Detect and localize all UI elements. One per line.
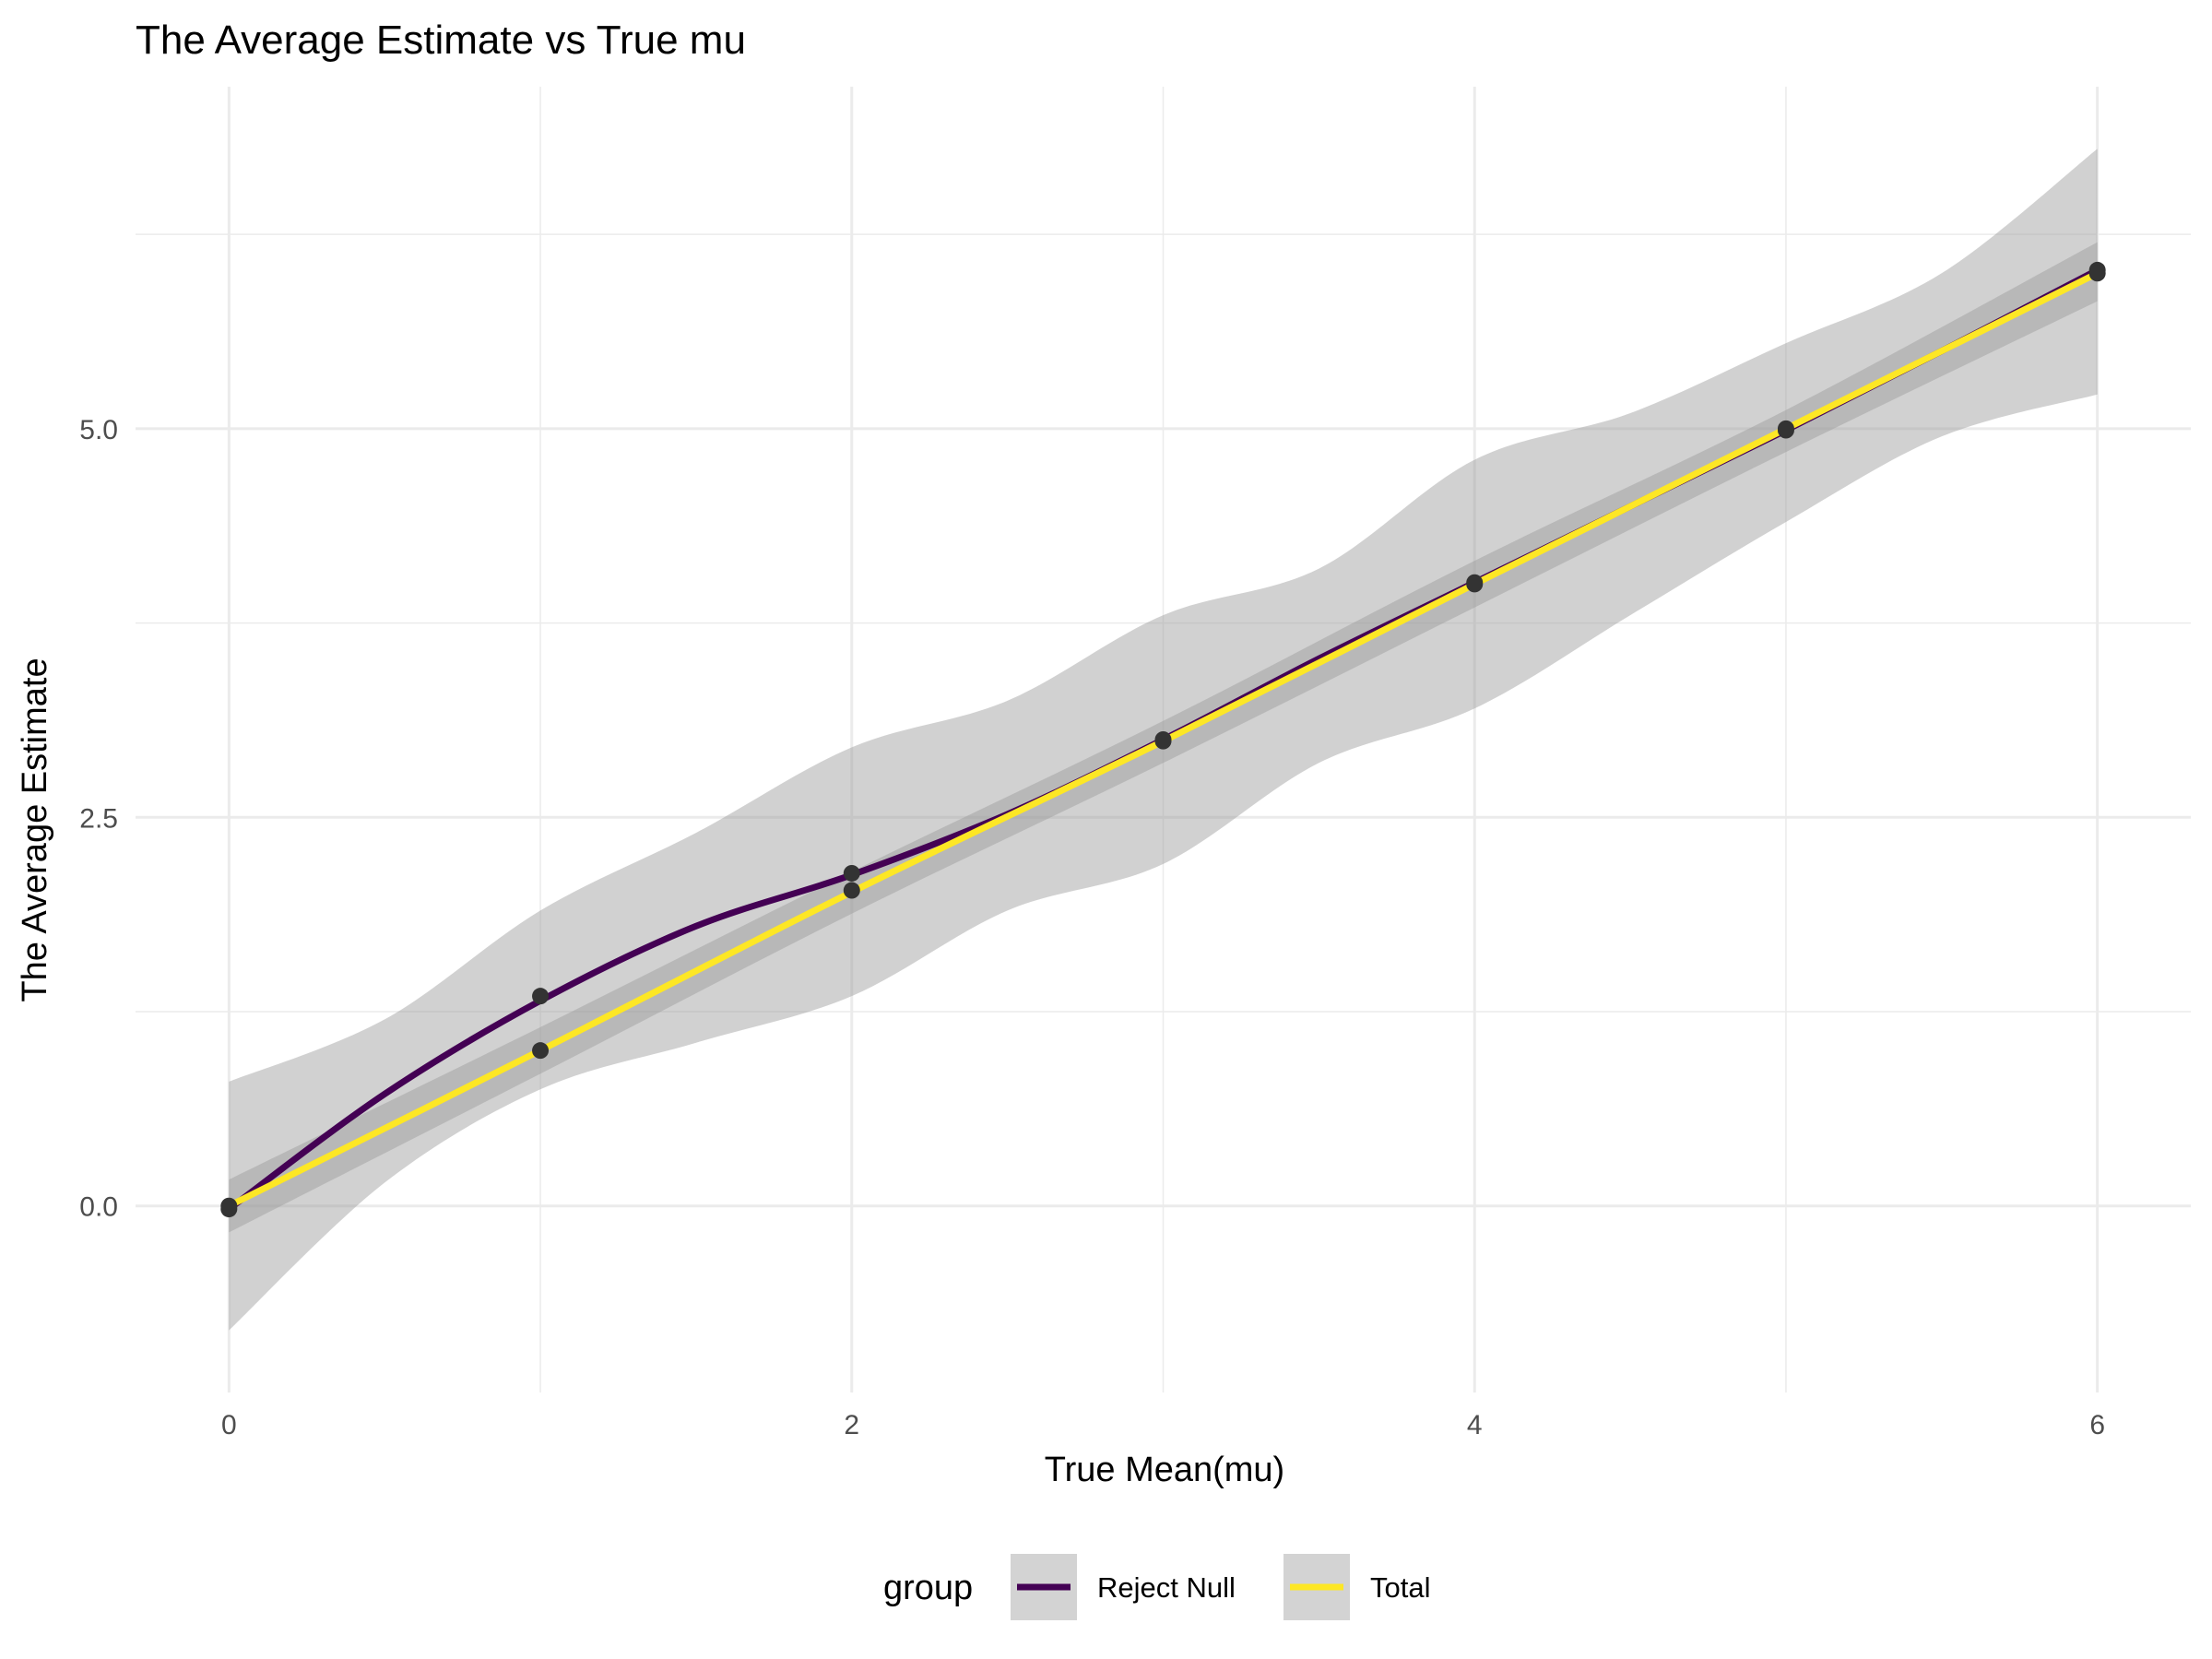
data-point-reject-null <box>532 988 550 1005</box>
data-point-total <box>220 1197 238 1215</box>
grid <box>136 87 2191 1392</box>
legend-label-total: Total <box>1370 1571 1430 1604</box>
data-point-total <box>532 1042 550 1060</box>
chart-title: The Average Estimate vs True mu <box>136 18 746 63</box>
data-point-reject-null <box>843 864 860 882</box>
x-tick-label: 6 <box>2089 1410 2105 1440</box>
legend-key-total <box>1283 1554 1350 1620</box>
data-point-total <box>2088 265 2106 282</box>
legend: group Reject Null Total <box>883 1554 1430 1620</box>
y-axis-label: The Average Estimate <box>16 658 54 1001</box>
legend-title: group <box>883 1569 973 1607</box>
legend-key-reject-null <box>1011 1554 1077 1620</box>
data-point-total <box>1777 420 1794 437</box>
x-tick-label: 4 <box>1467 1410 1483 1440</box>
x-axis-ticks: 0 2 4 6 <box>221 1410 2105 1440</box>
data-points <box>220 261 2106 1218</box>
data-point-total <box>1154 732 1172 750</box>
y-tick-label: 5.0 <box>79 415 118 445</box>
x-tick-label: 0 <box>221 1410 237 1440</box>
x-tick-label: 2 <box>844 1410 859 1440</box>
data-point-total <box>1466 575 1484 593</box>
legend-label-reject-null: Reject Null <box>1097 1571 1236 1604</box>
data-point-total <box>843 882 860 899</box>
y-tick-label: 0.0 <box>79 1192 118 1223</box>
x-axis-label: True Mean(mu) <box>1045 1451 1284 1489</box>
y-axis-ticks: 0.0 2.5 5.0 <box>79 415 118 1223</box>
y-tick-label: 2.5 <box>79 803 118 834</box>
